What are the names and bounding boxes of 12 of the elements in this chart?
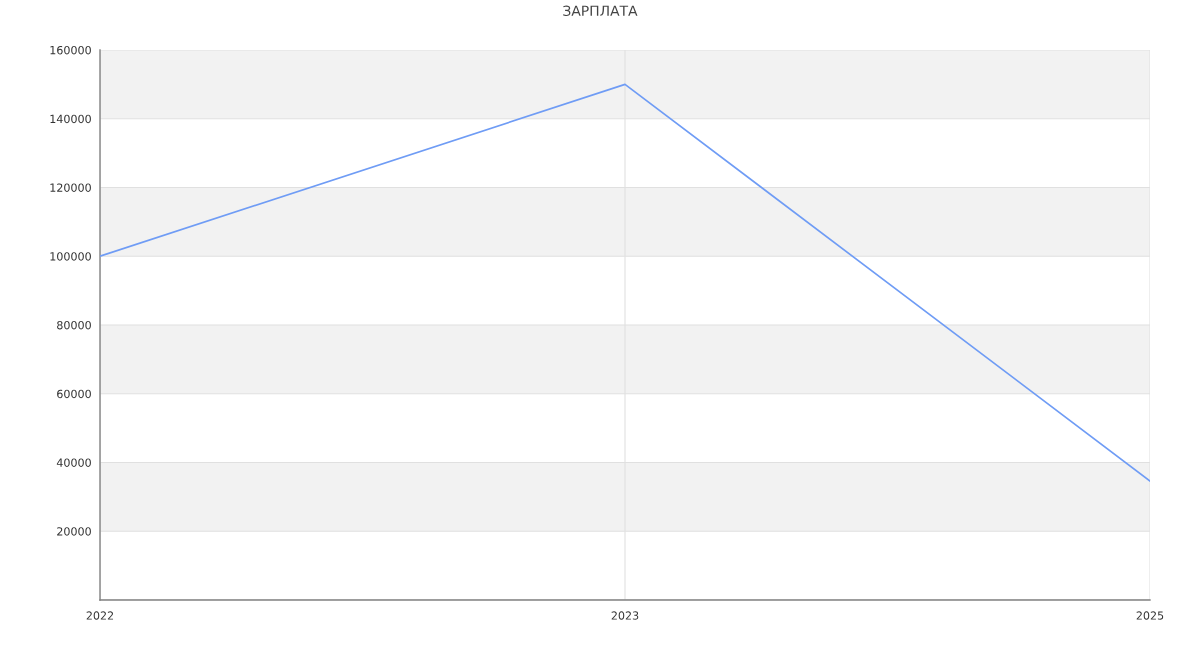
- y-tick-label: 40000: [56, 458, 91, 467]
- y-tick-label: 120000: [50, 183, 91, 192]
- x-tick-label: 2022: [86, 611, 114, 620]
- y-tick-label: 160000: [50, 45, 91, 55]
- chart-title: ЗАРПЛАТА: [563, 5, 638, 17]
- y-tick-label: 100000: [50, 252, 91, 261]
- y-tick-label: 60000: [57, 389, 91, 399]
- y-tick-label: 20000: [57, 527, 91, 536]
- y-tick-label: 140000: [50, 114, 91, 124]
- x-tick-label: 2023: [611, 611, 639, 620]
- y-tick-label: 80000: [57, 320, 91, 330]
- x-tick-label: 2025: [1136, 611, 1164, 620]
